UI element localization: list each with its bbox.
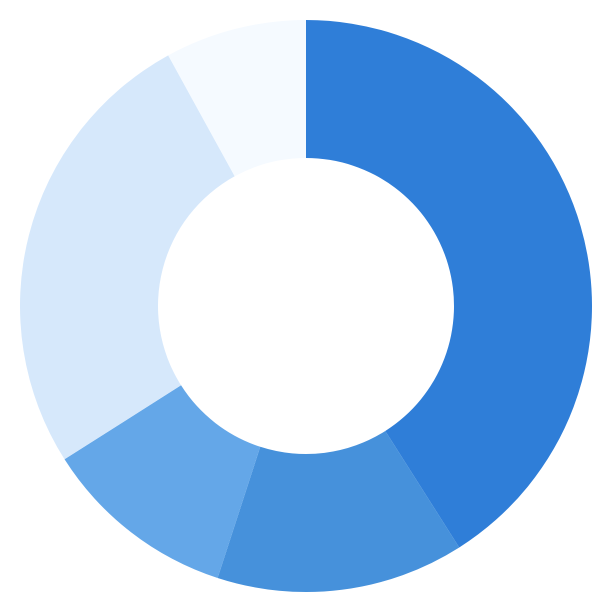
donut-chart: [0, 0, 612, 612]
